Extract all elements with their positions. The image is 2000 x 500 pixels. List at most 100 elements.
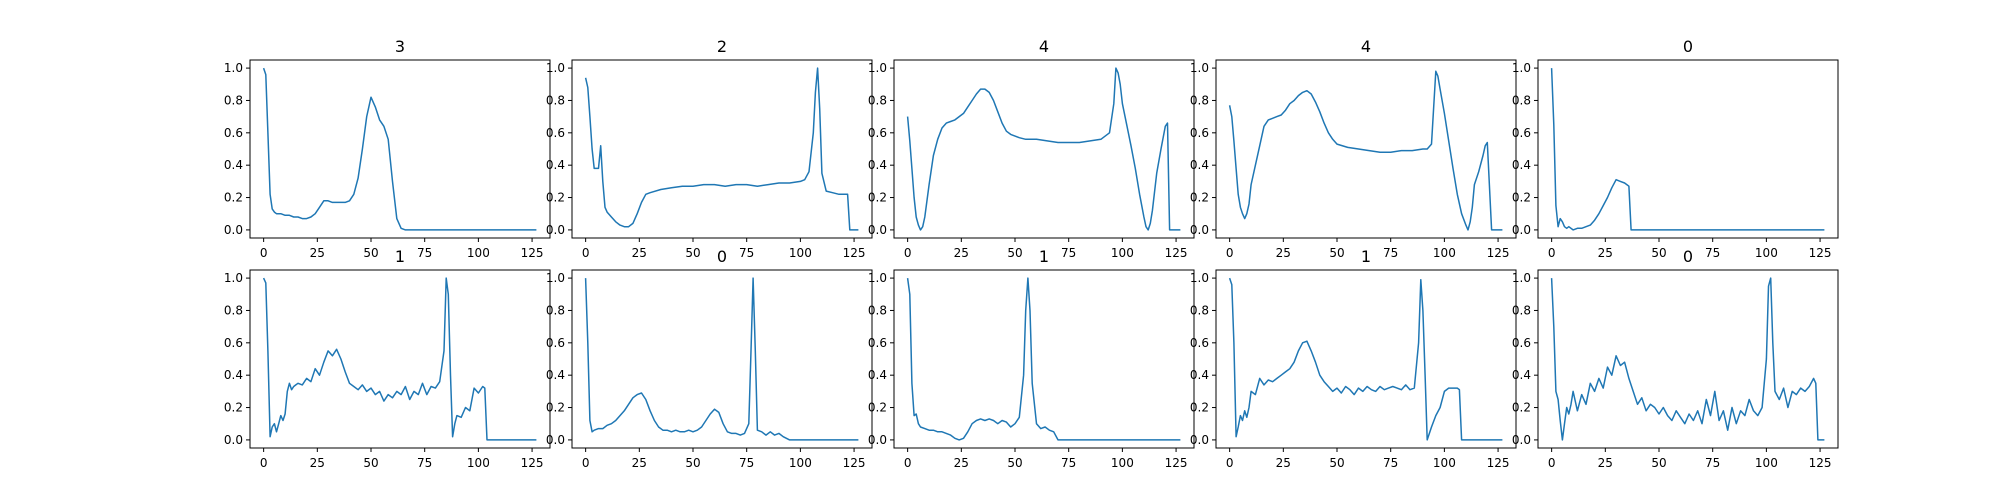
x-tick-label: 0	[904, 246, 912, 260]
subplot-title: 1	[1039, 247, 1049, 266]
x-tick-label: 50	[363, 456, 378, 470]
y-tick-label: 0.2	[546, 401, 565, 415]
x-tick-label: 100	[467, 246, 490, 260]
y-tick-label: 0.2	[224, 191, 243, 205]
y-tick-label: 1.0	[546, 61, 565, 75]
x-tick-label: 75	[417, 456, 432, 470]
x-tick-label: 75	[1061, 246, 1076, 260]
x-tick-label: 100	[789, 456, 812, 470]
x-tick-label: 100	[1111, 246, 1134, 260]
x-tick-label: 50	[1651, 456, 1666, 470]
x-tick-label: 75	[1383, 456, 1398, 470]
x-tick-label: 50	[685, 246, 700, 260]
x-tick-label: 75	[417, 246, 432, 260]
subplot-3: 4 0 25 50 75 100 125 0.0 0.2 0.4 0.6 0.8 1.0	[868, 37, 1195, 260]
y-tick-label: 0.0	[868, 223, 887, 237]
x-tick-label: 50	[1329, 456, 1344, 470]
x-tick-label: 50	[685, 456, 700, 470]
y-tick-label: 0.6	[224, 336, 243, 350]
y-tick-label: 0.0	[1190, 433, 1209, 447]
x-tick-label: 0	[1226, 246, 1234, 260]
x-tick-label: 50	[363, 246, 378, 260]
y-tick-label: 1.0	[1190, 271, 1209, 285]
y-tick-label: 0.8	[1512, 303, 1531, 317]
subplot-7: 0 0 25 50 75 100 125 0.0 0.2 0.4 0.6 0.8 1.0	[546, 247, 873, 470]
y-tick-label: 0.0	[868, 433, 887, 447]
y-tick-label: 1.0	[1512, 271, 1531, 285]
y-tick-label: 0.6	[1512, 126, 1531, 140]
y-tick-label: 0.2	[868, 191, 887, 205]
x-tick-label: 75	[1705, 246, 1720, 260]
x-tick-label: 25	[1276, 456, 1291, 470]
subplot-4: 4 0 25 50 75 100 125 0.0 0.2 0.4 0.6 0.8 1.0	[1190, 37, 1517, 260]
x-tick-label: 25	[1598, 456, 1613, 470]
y-tick-label: 0.4	[1190, 158, 1209, 172]
y-tick-label: 0.4	[868, 368, 887, 382]
y-tick-label: 1.0	[1512, 61, 1531, 75]
x-tick-label: 0	[582, 456, 590, 470]
x-tick-label: 100	[1755, 246, 1778, 260]
y-tick-label: 0.4	[224, 368, 243, 382]
x-tick-label: 25	[632, 246, 647, 260]
x-tick-label: 125	[1165, 456, 1188, 470]
y-tick-label: 0.0	[546, 223, 565, 237]
axes-frame	[893, 269, 1195, 449]
axes-frame	[1537, 269, 1839, 449]
axes-frame	[571, 269, 873, 449]
y-tick-label: 0.0	[224, 223, 243, 237]
y-tick-label: 1.0	[224, 271, 243, 285]
y-tick-label: 1.0	[868, 271, 887, 285]
subplot-title: 0	[717, 247, 727, 266]
x-tick-label: 50	[1007, 456, 1022, 470]
y-tick-label: 0.6	[224, 126, 243, 140]
x-tick-label: 125	[1809, 456, 1832, 470]
y-tick-label: 1.0	[1190, 61, 1209, 75]
y-tick-label: 0.2	[1190, 191, 1209, 205]
y-tick-label: 0.4	[1512, 158, 1531, 172]
y-tick-label: 0.2	[1512, 191, 1531, 205]
x-tick-label: 50	[1007, 246, 1022, 260]
y-tick-label: 0.4	[868, 158, 887, 172]
y-tick-label: 0.4	[1512, 368, 1531, 382]
subplot-9: 1 0 25 50 75 100 125 0.0 0.2 0.4 0.6 0.8 1.0	[1190, 247, 1517, 470]
x-tick-label: 75	[1061, 456, 1076, 470]
subplot-title: 4	[1361, 37, 1371, 56]
subplot-5: 0 0 25 50 75 100 125 0.0 0.2 0.4 0.6 0.8 1.0	[1512, 37, 1839, 260]
x-tick-label: 125	[1487, 246, 1510, 260]
x-tick-label: 75	[1383, 246, 1398, 260]
y-tick-label: 0.2	[1190, 401, 1209, 415]
x-tick-label: 125	[1487, 456, 1510, 470]
series-line	[1228, 277, 1503, 441]
y-tick-label: 1.0	[868, 61, 887, 75]
x-tick-label: 100	[1433, 456, 1456, 470]
x-tick-label: 100	[1433, 246, 1456, 260]
series-line	[906, 67, 1181, 231]
y-tick-label: 0.8	[546, 303, 565, 317]
series-line	[1228, 70, 1503, 231]
subplot-title: 1	[1361, 247, 1371, 266]
y-tick-label: 0.8	[224, 93, 243, 107]
subplot-1: 3 0 25 50 75 100 125 0.0 0.2 0.4 0.6 0.8 1.0	[224, 37, 551, 260]
x-tick-label: 125	[521, 456, 544, 470]
y-tick-label: 0.0	[1512, 223, 1531, 237]
x-tick-label: 125	[843, 246, 866, 260]
y-tick-label: 0.4	[546, 368, 565, 382]
y-tick-label: 0.4	[546, 158, 565, 172]
x-tick-label: 25	[1276, 246, 1291, 260]
x-tick-label: 25	[954, 246, 969, 260]
axes-frame	[571, 59, 873, 239]
y-tick-label: 0.4	[224, 158, 243, 172]
series-line	[262, 277, 537, 441]
x-tick-label: 25	[310, 246, 325, 260]
axes-frame	[1215, 269, 1517, 449]
x-tick-label: 0	[1226, 456, 1234, 470]
subplot-title: 4	[1039, 37, 1049, 56]
subplot-2: 2 0 25 50 75 100 125 0.0 0.2 0.4 0.6 0.8 1.0	[546, 37, 873, 260]
x-tick-label: 125	[1165, 246, 1188, 260]
y-tick-label: 0.4	[1190, 368, 1209, 382]
y-tick-label: 0.6	[868, 336, 887, 350]
axes-frame	[1215, 59, 1517, 239]
y-tick-label: 0.2	[868, 401, 887, 415]
x-tick-label: 25	[954, 456, 969, 470]
